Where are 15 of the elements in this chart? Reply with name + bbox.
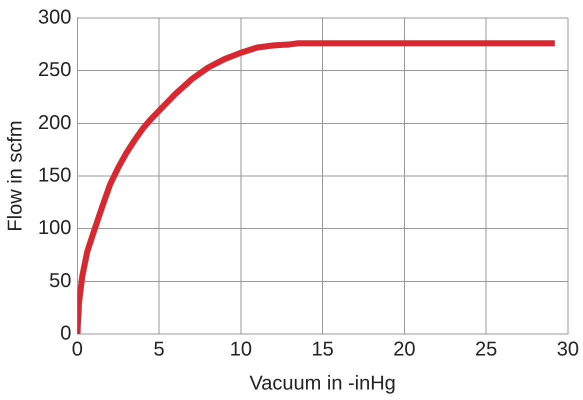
y-tick-label: 200 — [38, 112, 72, 134]
x-tick-label: 5 — [154, 338, 165, 361]
x-tick-label: 25 — [475, 338, 498, 361]
y-axis-title: Flow in scfm — [4, 120, 27, 232]
x-axis-title: Vacuum in -inHg — [249, 372, 396, 395]
y-tick-label: 150 — [38, 164, 72, 187]
y-tick-label: 0 — [60, 322, 72, 345]
x-tick-label: 10 — [230, 338, 252, 361]
x-tick-label: 15 — [312, 338, 334, 361]
y-tick-label: 50 — [49, 270, 72, 292]
y-tick-label: 100 — [38, 217, 72, 240]
x-tick-label: 30 — [556, 338, 579, 361]
x-tick-label: 20 — [393, 338, 416, 361]
y-tick-label: 250 — [38, 59, 72, 82]
y-tick-label: 300 — [38, 6, 72, 29]
